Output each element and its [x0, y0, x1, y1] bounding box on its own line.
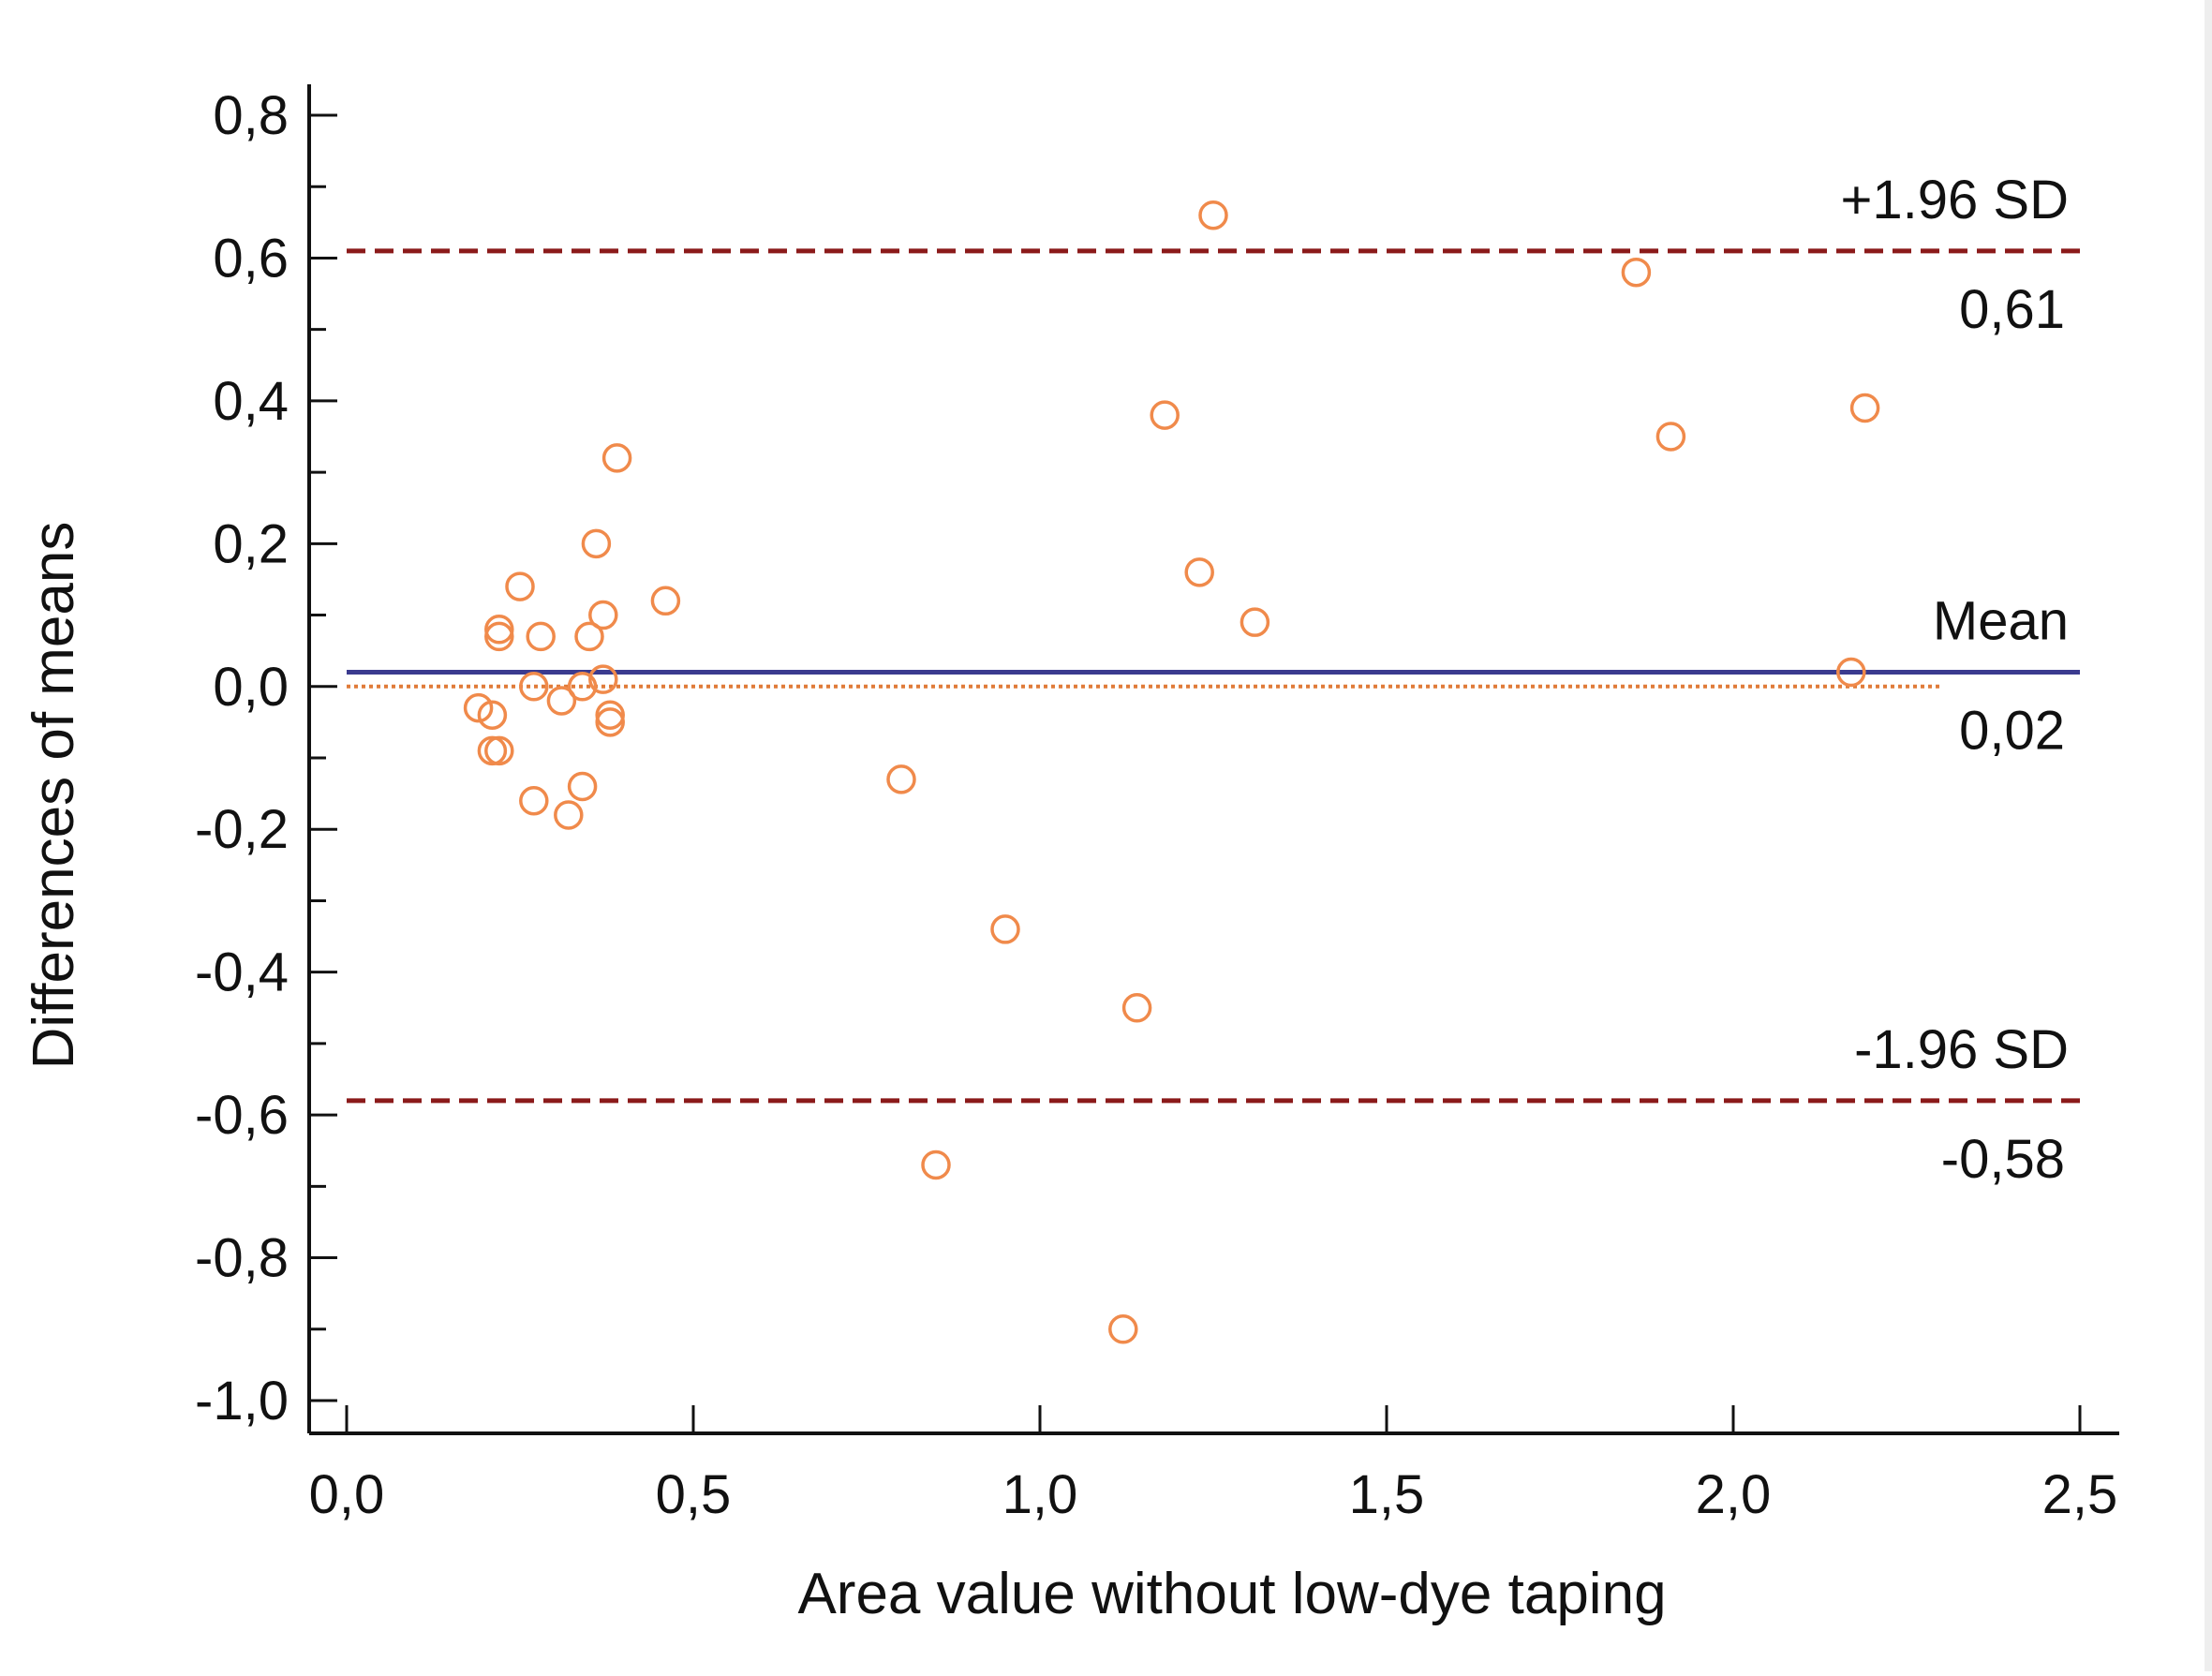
data-point — [1621, 257, 1652, 288]
x-tick-label: 0,5 — [656, 1464, 732, 1525]
reference-lines-layer — [347, 248, 2080, 1104]
data-point — [595, 700, 625, 731]
data-point — [519, 785, 549, 816]
data-point — [574, 621, 604, 652]
mean-label: Mean — [1933, 591, 2069, 652]
data-point — [588, 600, 618, 630]
data-point — [990, 914, 1020, 944]
data-point — [1849, 393, 1880, 423]
data-point — [463, 692, 494, 723]
data-point — [886, 764, 916, 794]
data-point — [650, 586, 681, 616]
x-tick-label: 2,0 — [1696, 1464, 1772, 1525]
data-point — [581, 528, 612, 559]
axes-layer — [307, 84, 2119, 1435]
x-tick-label: 1,5 — [1349, 1464, 1425, 1525]
x-axis-title: Area value without low-dye taping — [797, 1562, 1666, 1626]
labels-layer: 0,8 0,6 0,4 0,2 0,0 -0,2 -0,4 -0,6 -0,8 -1,0 0,0 0,… — [22, 85, 2117, 1626]
data-point — [519, 672, 549, 702]
y-tick-label: 0,4 — [213, 371, 289, 432]
data-point — [1108, 1314, 1138, 1344]
mean-value: 0,02 — [1959, 701, 2065, 762]
y-tick-label: 0,8 — [213, 85, 289, 146]
data-point — [921, 1149, 951, 1180]
data-point — [484, 621, 514, 652]
data-point — [484, 615, 514, 645]
y-tick-label: -1,0 — [195, 1371, 289, 1431]
data-point — [1836, 657, 1866, 688]
data-point — [588, 664, 618, 694]
data-point — [526, 621, 556, 652]
data-points-layer — [463, 200, 1880, 1344]
y-tick-label: -0,2 — [195, 799, 289, 860]
data-point — [1184, 557, 1214, 587]
page-edge-strip — [2205, 0, 2212, 1671]
data-point — [1121, 993, 1152, 1023]
data-point — [567, 771, 598, 802]
x-tick-label: 2,5 — [2042, 1464, 2118, 1525]
lower-loa-label: -1.96 SD — [1854, 1019, 2069, 1080]
data-point — [477, 735, 508, 766]
data-point — [546, 686, 577, 716]
y-tick-label: -0,8 — [195, 1228, 289, 1289]
y-tick-label: 0,6 — [213, 228, 289, 289]
x-tick-label: 0,0 — [309, 1464, 385, 1525]
y-axis-title: Differences of means — [22, 522, 86, 1070]
y-tick-label: 0,0 — [213, 657, 289, 718]
y-tick-label: -0,4 — [195, 942, 289, 1003]
data-point — [1240, 607, 1270, 637]
y-tick-label: 0,2 — [213, 513, 289, 574]
data-point — [1655, 422, 1686, 452]
data-point — [505, 571, 535, 601]
data-point — [554, 800, 584, 830]
data-point — [1150, 400, 1180, 430]
data-point — [595, 707, 625, 737]
lower-loa-value: -0,58 — [1941, 1129, 2065, 1190]
data-point — [567, 672, 598, 702]
y-tick-label: -0,6 — [195, 1085, 289, 1146]
data-point — [601, 443, 632, 473]
upper-loa-label: +1.96 SD — [1841, 170, 2069, 230]
data-point — [1198, 200, 1228, 230]
data-point — [477, 700, 508, 731]
upper-loa-value: 0,61 — [1959, 279, 2065, 340]
x-tick-label: 1,0 — [1002, 1464, 1078, 1525]
data-point — [484, 735, 514, 766]
